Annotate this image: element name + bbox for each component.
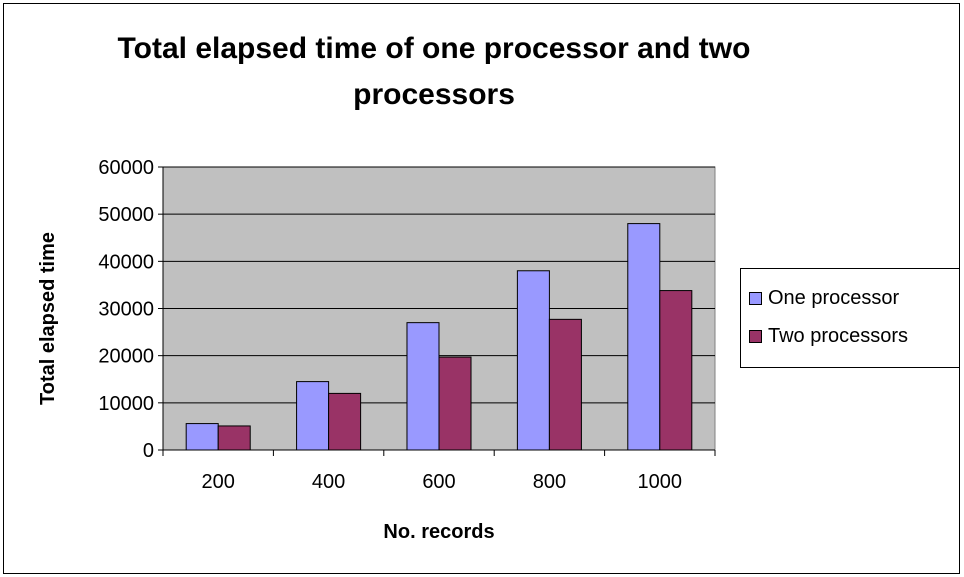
x-tick-label: 800 (533, 471, 566, 493)
chart-plot-svg: 0 10000 20000 30000 40000 50000 60000 200 400 600… (37, 157, 716, 543)
y-tick-label: 60000 (98, 157, 154, 179)
bar-two-processors-800 (548, 318, 582, 451)
legend-item-one-processor: One processor (749, 283, 899, 313)
legend-item-two-processors: Two processors (749, 321, 908, 351)
bar-one-processor-400 (296, 381, 330, 451)
legend-label-one-processor: One processor (768, 286, 900, 309)
chart-legend: One processor Two processors (740, 268, 960, 368)
legend-swatch-two-processors (749, 329, 762, 343)
legend-label-two-processors: Two processors (768, 324, 909, 347)
y-tick-label: 40000 (98, 251, 154, 273)
x-tick-label: 400 (312, 471, 345, 493)
y-tick-label: 30000 (98, 299, 154, 321)
bar-two-processors-200 (217, 425, 251, 451)
x-axis-title: No. records (383, 521, 494, 543)
x-tick-label: 600 (422, 471, 455, 493)
y-axis-title: Total elapsed time (37, 232, 59, 405)
legend-swatch-one-processor (749, 291, 762, 305)
chart-title: Total elapsed time of one processor and … (117, 32, 751, 111)
bar-one-processor-1000 (627, 223, 661, 451)
x-tick-label: 1000 (638, 471, 683, 493)
bar-two-processors-400 (328, 392, 362, 451)
y-tick-label: 0 (143, 440, 154, 462)
bar-two-processors-1000 (659, 290, 693, 451)
y-tick-label: 10000 (98, 393, 154, 415)
bar-one-processor-800 (516, 270, 550, 451)
x-tick-label: 200 (202, 471, 235, 493)
bar-two-processors-600 (438, 356, 472, 451)
y-tick-label: 20000 (98, 346, 154, 368)
bar-one-processor-600 (406, 322, 440, 451)
chart-frame: Total elapsed time of one processor and … (3, 3, 960, 574)
y-tick-label: 50000 (98, 204, 154, 226)
bar-one-processor-200 (185, 423, 219, 451)
